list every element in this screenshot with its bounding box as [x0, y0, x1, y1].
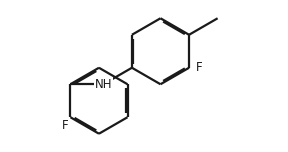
Text: F: F [196, 61, 202, 74]
Text: NH: NH [95, 78, 112, 91]
Text: F: F [62, 119, 69, 132]
